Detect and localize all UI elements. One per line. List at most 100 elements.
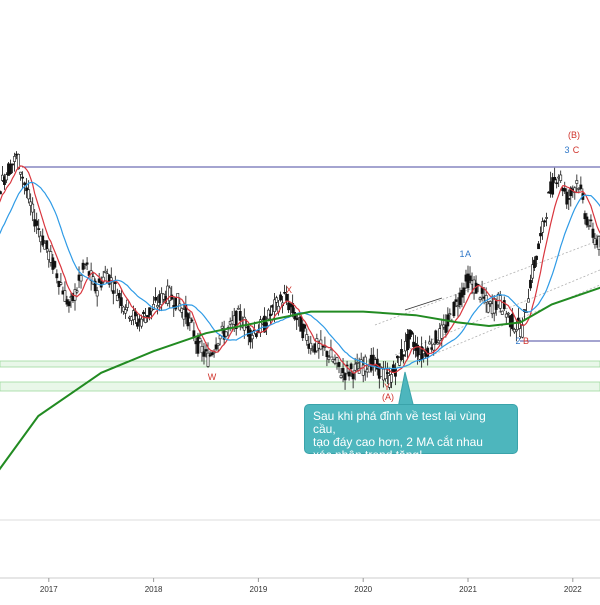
candle-body	[191, 320, 193, 321]
candle-body	[511, 314, 513, 329]
candle-body	[338, 362, 340, 366]
candle-body	[564, 188, 566, 191]
candle-body	[217, 344, 219, 346]
candle-body	[120, 298, 122, 306]
candle-body	[410, 332, 412, 335]
candle-body	[328, 357, 330, 359]
candle-body	[539, 233, 541, 236]
candle-body	[114, 282, 116, 284]
candle-body	[157, 305, 159, 307]
support-zone-2	[0, 382, 600, 391]
candle-body	[386, 372, 388, 373]
candle-body	[324, 346, 326, 347]
candle-body	[155, 297, 157, 300]
x-tick-label-2022: 2022	[564, 585, 582, 594]
candle-body	[80, 275, 82, 281]
candle-body	[554, 177, 556, 180]
support-zone-1	[0, 361, 600, 367]
candle-body	[96, 291, 98, 296]
candle-body	[505, 314, 507, 317]
candle-body	[46, 241, 48, 249]
candle-body	[54, 261, 56, 267]
candle-body	[9, 164, 11, 174]
candle-body	[330, 350, 332, 357]
candle-body	[76, 291, 78, 292]
candle-body	[13, 156, 15, 161]
candle-body	[251, 335, 253, 338]
candle-body	[56, 274, 58, 278]
candle-body	[580, 185, 582, 189]
candle-body	[588, 225, 590, 226]
candle-body	[19, 172, 21, 174]
candle-body	[463, 288, 465, 295]
candle-body	[203, 352, 205, 357]
candle-body	[543, 221, 545, 222]
candle-body	[286, 294, 288, 300]
candle-body	[32, 204, 34, 212]
wave-label-4: (A)	[382, 392, 394, 402]
callout-line-1: Sau khi phá đỉnh về test lại vùng cầu,	[313, 410, 509, 436]
wave-label-2: X	[286, 285, 292, 295]
candle-body	[429, 342, 431, 344]
candle-body	[352, 373, 354, 379]
wave-label-6: A	[465, 249, 471, 259]
candle-body	[350, 364, 352, 369]
wedge-line	[405, 298, 442, 310]
candle-body	[310, 343, 312, 348]
wave-label-1: W	[208, 372, 217, 382]
candle-body	[455, 300, 457, 302]
candle-body	[503, 300, 505, 308]
wave-label-8: B	[523, 336, 529, 346]
x-tick-label-2019: 2019	[250, 585, 268, 594]
callout-line-3: xác nhận trend tăng!	[313, 449, 509, 462]
candle-body	[326, 351, 328, 356]
candle-body	[124, 310, 126, 314]
candle-body	[527, 299, 529, 302]
candle-body	[304, 325, 306, 328]
candle-body	[275, 298, 277, 303]
candle-body	[237, 308, 239, 309]
candle-body	[171, 295, 173, 299]
candle-body	[529, 280, 531, 288]
candle-body	[340, 375, 342, 377]
candle-body	[356, 362, 358, 363]
candle-body	[140, 319, 142, 326]
candle-body	[348, 372, 350, 376]
wave-label-11: (B)	[568, 130, 580, 140]
candle-body	[469, 276, 471, 281]
candle-body	[479, 298, 481, 300]
candle-body	[576, 180, 578, 183]
candle-body	[535, 256, 537, 260]
candle-body	[209, 355, 211, 356]
candle-body	[213, 352, 215, 353]
candle-body	[435, 331, 437, 343]
wave-label-7: 2	[515, 336, 520, 346]
candle-body	[566, 192, 568, 204]
candle-body	[342, 368, 344, 372]
candle-body	[11, 164, 13, 165]
candle-body	[60, 283, 62, 285]
candle-body	[306, 334, 308, 340]
candle-body	[489, 301, 491, 303]
candle-body	[533, 260, 535, 268]
candle-body	[269, 314, 271, 316]
candle-body	[501, 311, 503, 314]
candle-body	[568, 198, 570, 199]
candle-body	[279, 295, 281, 300]
candle-body	[354, 364, 356, 370]
candle-body	[82, 263, 84, 269]
wave-label-9: 3	[564, 145, 569, 155]
candle-body	[136, 322, 138, 326]
candle-body	[104, 271, 106, 272]
candle-body	[487, 304, 489, 312]
candle-body	[515, 329, 517, 331]
candle-body	[68, 302, 70, 306]
candle-body	[590, 220, 592, 221]
candle-body	[437, 343, 439, 344]
candle-body	[402, 355, 404, 357]
candle-body	[28, 190, 30, 199]
candle-body	[112, 291, 114, 294]
candle-body	[556, 183, 558, 184]
